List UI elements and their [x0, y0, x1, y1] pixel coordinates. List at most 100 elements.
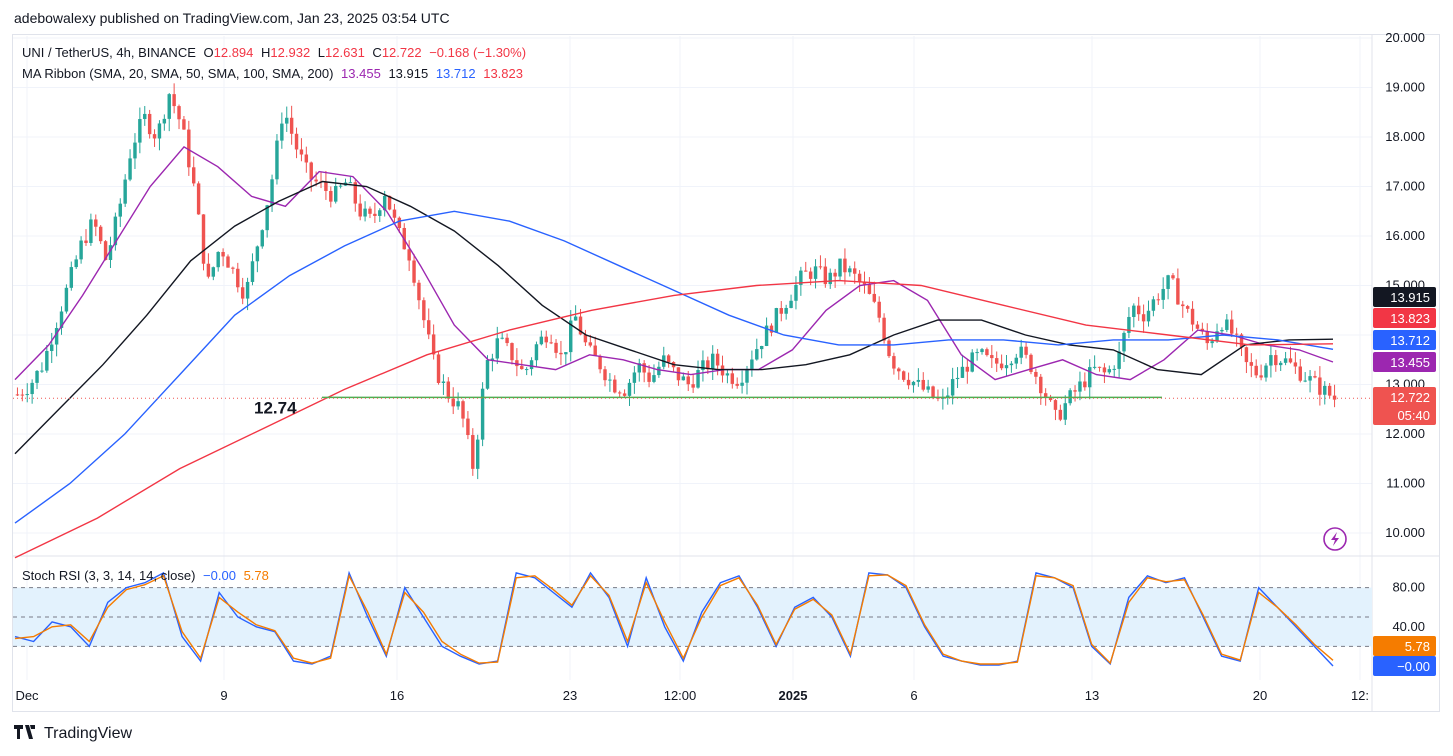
candle-body	[701, 360, 705, 371]
candle-body	[128, 158, 132, 180]
ma-ribbon-legend[interactable]: MA Ribbon (SMA, 20, SMA, 50, SMA, 100, S…	[22, 66, 527, 81]
candle	[955, 367, 960, 389]
candle-body	[40, 370, 44, 372]
candle-body	[867, 284, 872, 294]
candle	[138, 107, 142, 154]
candle	[79, 236, 83, 264]
candle	[583, 329, 588, 347]
candle	[1156, 293, 1160, 305]
candle-body	[201, 214, 206, 264]
candle-body	[1029, 354, 1033, 372]
candle	[823, 258, 828, 288]
candle-body	[916, 379, 921, 382]
candle-body	[412, 260, 416, 283]
candle	[363, 201, 367, 222]
candle	[1102, 363, 1107, 384]
candle	[1274, 349, 1278, 372]
candle	[152, 129, 157, 147]
candle-body	[779, 308, 783, 314]
price-scale-label: 13.455	[1373, 352, 1436, 372]
candle-body	[1043, 393, 1048, 398]
candle-body	[255, 246, 260, 262]
candle-body	[593, 345, 597, 356]
ma-value-200: 13.823	[483, 66, 523, 81]
candle	[759, 345, 764, 359]
candle	[515, 348, 519, 377]
candle-body	[706, 360, 710, 370]
candle-body	[1254, 365, 1258, 376]
candle	[441, 374, 446, 395]
stoch-d-scale-bg	[1373, 636, 1436, 656]
candle-body	[1264, 365, 1268, 378]
candle-body	[990, 355, 994, 359]
candle	[750, 350, 754, 377]
tradingview-footer[interactable]: TradingView	[14, 724, 132, 744]
candle	[289, 105, 294, 145]
stoch-rsi-legend[interactable]: Stoch RSI (3, 3, 14, 14, close) −0.00 5.…	[22, 568, 273, 583]
candle	[1146, 300, 1151, 327]
x-tick-label: 13	[1085, 688, 1099, 703]
candle-body	[196, 183, 201, 215]
candle	[118, 198, 122, 227]
candle-body	[872, 293, 877, 302]
candle-body	[373, 213, 377, 216]
chart-frame	[12, 34, 1440, 712]
candle-body	[1259, 375, 1263, 378]
candle	[417, 279, 421, 310]
candle	[848, 265, 852, 277]
x-tick-label: 20	[1253, 688, 1267, 703]
candle-body	[794, 284, 798, 301]
candle	[466, 411, 470, 440]
candle	[755, 338, 759, 361]
y-tick-label: 18.000	[1385, 129, 1425, 144]
candle	[804, 261, 808, 272]
candle-body	[157, 123, 162, 139]
candle	[544, 330, 548, 349]
candle-body	[177, 106, 181, 120]
candle	[906, 372, 911, 390]
candle-body	[1112, 368, 1116, 370]
candle-body	[270, 179, 274, 206]
candle-body	[461, 401, 465, 419]
candle	[133, 133, 137, 170]
candle-body	[333, 185, 338, 202]
symbol-legend[interactable]: UNI / TetherUS, 4h, BINANCE O12.894 H12.…	[22, 45, 530, 60]
candle-body	[1244, 347, 1249, 363]
candle-body	[510, 343, 514, 361]
candle-body	[1185, 306, 1190, 309]
price-scale-label-bg	[1373, 330, 1436, 350]
candle	[15, 387, 20, 396]
candle	[897, 367, 901, 380]
price-scale-label: 13.823	[1373, 308, 1436, 328]
candle-body	[1088, 367, 1092, 388]
candle-body	[1303, 380, 1307, 382]
candle	[25, 383, 29, 403]
candle	[392, 203, 397, 225]
candle	[1161, 277, 1165, 309]
y-tick-label: 20.000	[1385, 30, 1425, 45]
candle-body	[475, 439, 480, 469]
candle	[799, 266, 803, 296]
candle	[35, 370, 39, 390]
candle-body	[882, 317, 886, 341]
candle-body	[975, 352, 979, 354]
candle	[304, 146, 309, 173]
candle-body	[1151, 299, 1156, 311]
candle-body	[79, 240, 83, 260]
candle	[245, 277, 250, 311]
candle-body	[329, 191, 333, 202]
candle-body	[54, 327, 59, 345]
candle	[30, 379, 34, 404]
candle-body	[657, 366, 661, 376]
candle	[985, 347, 989, 357]
candle	[84, 229, 88, 246]
candle-body	[887, 340, 891, 357]
candle	[89, 213, 93, 246]
candle	[1171, 273, 1175, 280]
candle	[711, 345, 715, 381]
candle-body	[275, 140, 279, 180]
candle	[1073, 385, 1077, 402]
candle	[157, 120, 162, 151]
candle	[94, 214, 98, 237]
